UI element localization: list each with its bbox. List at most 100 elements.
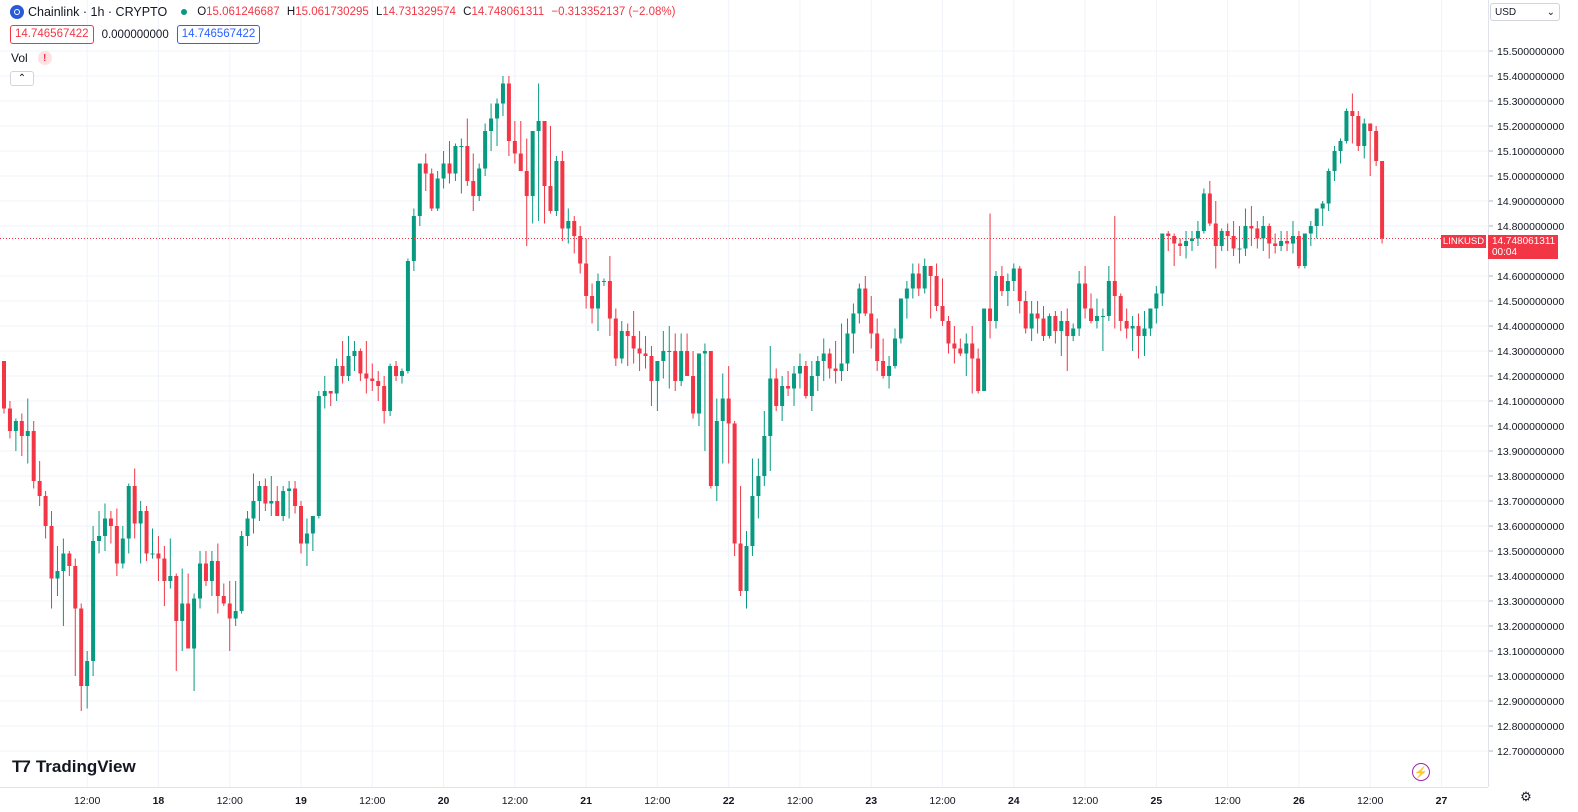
buy-price-button[interactable]: 14.746567422 (176, 25, 261, 44)
candle (382, 376, 387, 424)
candle (352, 341, 357, 371)
candle (797, 353, 802, 389)
candle-body (685, 351, 690, 376)
lightning-icon[interactable]: ⚡ (1412, 763, 1430, 781)
candle-body (251, 501, 256, 519)
candle-body (394, 366, 399, 376)
candle-body (91, 541, 96, 661)
gear-icon[interactable]: ⚙ (1520, 789, 1532, 804)
candle (465, 118, 470, 186)
candle-body (1059, 321, 1064, 331)
candle (845, 318, 850, 371)
price-axis-labels: 15.500000000 15.400000000 15.300000000 15.2… (1489, 46, 1564, 758)
candle (619, 321, 624, 364)
candle-body (958, 348, 963, 354)
candle (1356, 111, 1361, 151)
candle-body (1344, 111, 1349, 141)
candle-body (1142, 328, 1147, 336)
sell-price-button[interactable]: 14.746567422 (10, 25, 94, 44)
candle-body (1047, 316, 1052, 336)
candle (524, 138, 529, 246)
candle (1130, 316, 1135, 351)
candle (780, 376, 785, 421)
candle (875, 318, 880, 371)
candle-body (910, 273, 915, 289)
time-tick-label: 27 (1436, 795, 1448, 807)
candle-body (1154, 293, 1159, 309)
candle-body (863, 288, 868, 314)
candle-body (61, 553, 66, 571)
candle-body (388, 366, 393, 411)
candle (1071, 323, 1076, 341)
candle (120, 526, 125, 569)
time-tick-label: 26 (1293, 795, 1305, 807)
time-tick-label: 25 (1151, 795, 1163, 807)
price-tick-label: 13.700000000 (1497, 496, 1564, 508)
time-tick-label: 12:00 (217, 795, 243, 807)
candle (1368, 123, 1373, 176)
candle-body (150, 553, 155, 555)
collapse-legend-button[interactable]: ⌃ (10, 71, 34, 86)
candle-body (702, 351, 707, 354)
candle-body (500, 83, 505, 104)
candle (1029, 301, 1034, 341)
market-status-icon[interactable] (181, 9, 188, 15)
currency-select[interactable]: USD ⌄ (1490, 3, 1560, 21)
time-axis[interactable]: 12:00 18 12:00 19 12:00 20 12:00 21 12:00 22 12:00… (0, 787, 1488, 812)
candle-body (435, 178, 440, 209)
time-tick-label: 12:00 (1357, 795, 1383, 807)
candle (910, 263, 915, 299)
candle (851, 303, 856, 354)
candle (999, 266, 1004, 296)
symbol-legend: Chainlink · 1h · CRYPTO O15.061246687 H1… (10, 4, 675, 20)
candle (869, 296, 874, 349)
candle-body (768, 378, 773, 436)
candle-body (1083, 283, 1088, 309)
time-tick-label: 12:00 (1072, 795, 1098, 807)
candle-body (1118, 296, 1123, 321)
candle-body (138, 511, 143, 524)
candle (19, 413, 24, 456)
candle (506, 76, 511, 156)
candle-body (215, 561, 220, 596)
candle-body (340, 366, 345, 376)
volume-indicator-legend: Vol ! (11, 51, 52, 65)
candle-body (2, 361, 6, 409)
candle-body (1029, 313, 1034, 329)
candlestick-chart[interactable] (0, 0, 1488, 787)
candle (340, 341, 345, 384)
candle-body (506, 83, 511, 141)
candle (1118, 293, 1123, 331)
candle (714, 398, 719, 501)
candle (958, 338, 963, 356)
candle-body (1023, 301, 1028, 329)
candle-body (744, 546, 749, 591)
candle-body (1053, 316, 1058, 331)
price-axis[interactable]: 15.500000000 15.400000000 15.300000000 15.2… (1488, 0, 1578, 787)
candle (138, 501, 143, 564)
vol-label[interactable]: Vol (11, 51, 28, 65)
candle (774, 368, 779, 411)
candle-body (1338, 141, 1343, 151)
candle-body (358, 351, 363, 374)
candle (1059, 311, 1064, 356)
candle (1047, 313, 1052, 339)
symbol-title[interactable]: Chainlink · 1h · CRYPTO (28, 5, 168, 19)
candle-body (1065, 321, 1070, 336)
candle (1326, 168, 1331, 211)
candle-body (708, 351, 713, 486)
candle (310, 516, 315, 551)
warning-icon[interactable]: ! (37, 51, 52, 65)
candle (708, 351, 713, 489)
candle (679, 333, 684, 386)
candle-body (108, 518, 113, 526)
candle-body (483, 131, 488, 169)
chart-plot-area[interactable] (0, 0, 1488, 787)
candle-body (1172, 236, 1177, 244)
tradingview-logo[interactable]: T7 TradingView (12, 757, 136, 776)
candle-body (156, 553, 161, 559)
candle-body (952, 343, 957, 349)
candle (1225, 223, 1230, 251)
candle (1005, 273, 1010, 306)
